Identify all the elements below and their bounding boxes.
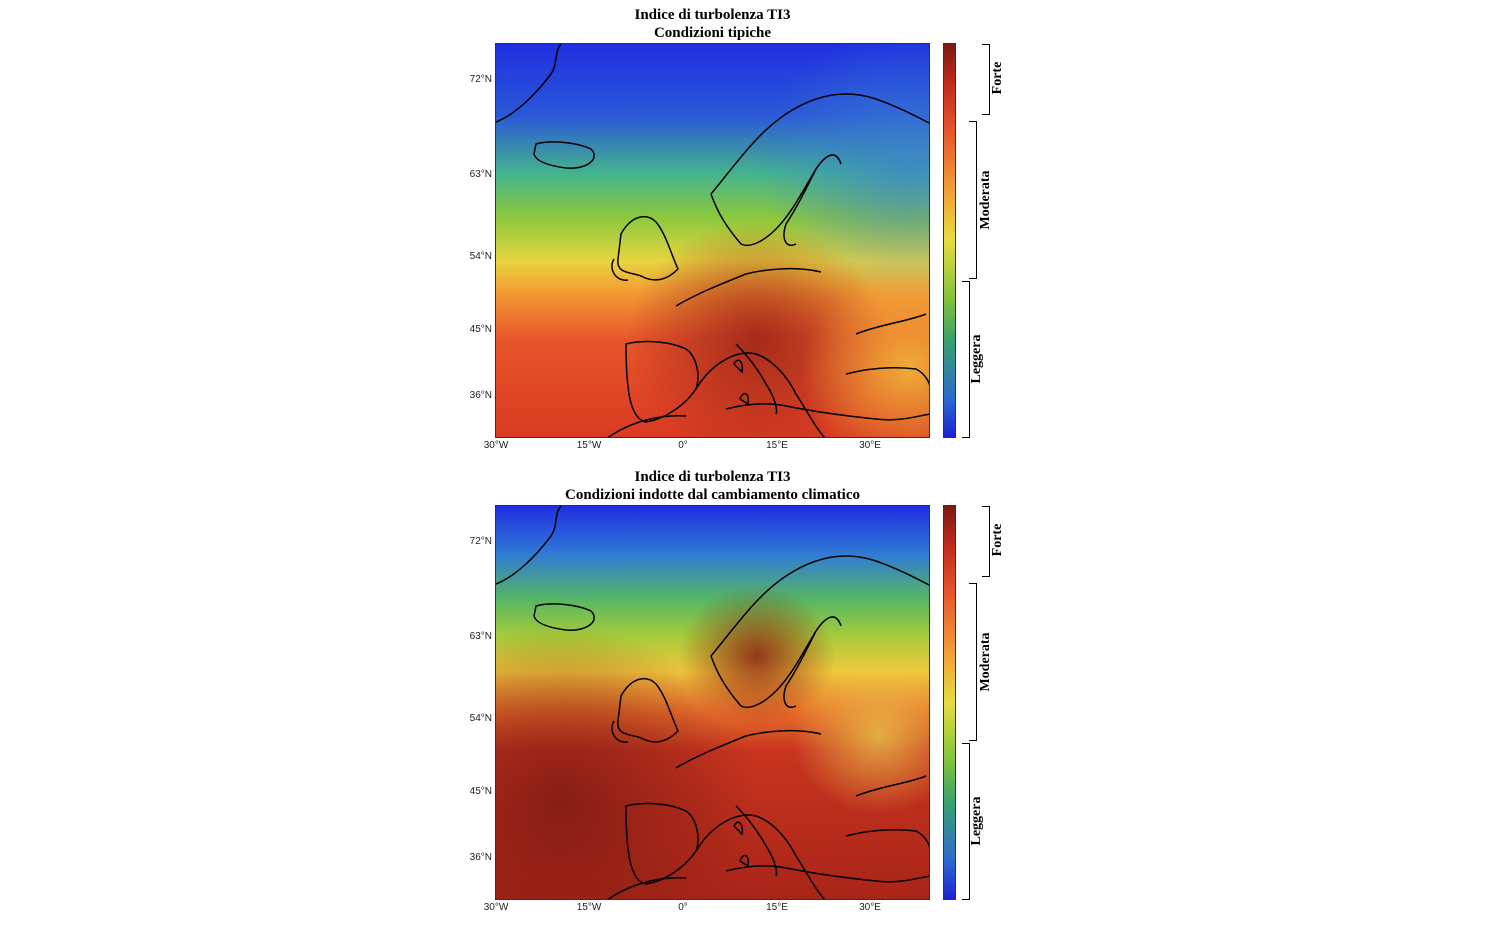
y-tick: 72°N bbox=[469, 536, 492, 547]
x-tick: 30°W bbox=[483, 902, 509, 913]
x-tick: 30°E bbox=[859, 902, 881, 913]
panel-title-line2: Condizioni indotte dal cambiamento clima… bbox=[565, 487, 860, 503]
y-tick: 63°N bbox=[469, 169, 492, 180]
x-tick: 0° bbox=[678, 440, 688, 451]
y-tick: 36°N bbox=[469, 390, 492, 401]
y-tick: 54°N bbox=[469, 251, 492, 262]
category-label-forte: Forte bbox=[990, 61, 1005, 95]
y-tick: 36°N bbox=[469, 852, 492, 863]
y-tick: 54°N bbox=[469, 713, 492, 724]
bracket-moderata bbox=[969, 583, 977, 741]
bracket-forte bbox=[982, 44, 990, 115]
colorbar bbox=[943, 43, 956, 438]
y-tick: 45°N bbox=[469, 786, 492, 797]
panel-title-line1: Indice di turbolenza TI3 bbox=[634, 7, 791, 23]
turbulence-map-typical bbox=[495, 43, 930, 438]
panel-title-line2: Condizioni tipiche bbox=[653, 25, 772, 41]
y-tick: 45°N bbox=[469, 324, 492, 335]
category-label-forte: Forte bbox=[990, 523, 1005, 557]
panel-climate-change: Indice di turbolenza TI3 Condizioni indo… bbox=[0, 462, 1486, 927]
category-label-leggera: Leggera bbox=[969, 796, 984, 846]
category-label-moderata: Moderata bbox=[978, 170, 993, 230]
colorbar bbox=[943, 505, 956, 900]
category-label-moderata: Moderata bbox=[978, 632, 993, 692]
y-tick: 72°N bbox=[469, 74, 492, 85]
bracket-moderata bbox=[969, 121, 977, 279]
x-tick: 15°W bbox=[576, 440, 602, 451]
category-label-leggera: Leggera bbox=[969, 334, 984, 384]
x-tick: 15°E bbox=[766, 902, 788, 913]
x-tick: 0° bbox=[678, 902, 688, 913]
turbulence-map-climate bbox=[495, 505, 930, 900]
x-tick: 30°E bbox=[859, 440, 881, 451]
x-tick: 30°W bbox=[483, 440, 509, 451]
panel-typical: Indice di turbolenza TI3 Condizioni tipi… bbox=[0, 0, 1486, 465]
x-tick: 15°E bbox=[766, 440, 788, 451]
y-tick: 63°N bbox=[469, 631, 492, 642]
x-tick: 15°W bbox=[576, 902, 602, 913]
coastlines bbox=[496, 506, 929, 899]
bracket-forte bbox=[982, 506, 990, 577]
coastlines bbox=[496, 44, 929, 437]
panel-title-line1: Indice di turbolenza TI3 bbox=[634, 469, 791, 485]
